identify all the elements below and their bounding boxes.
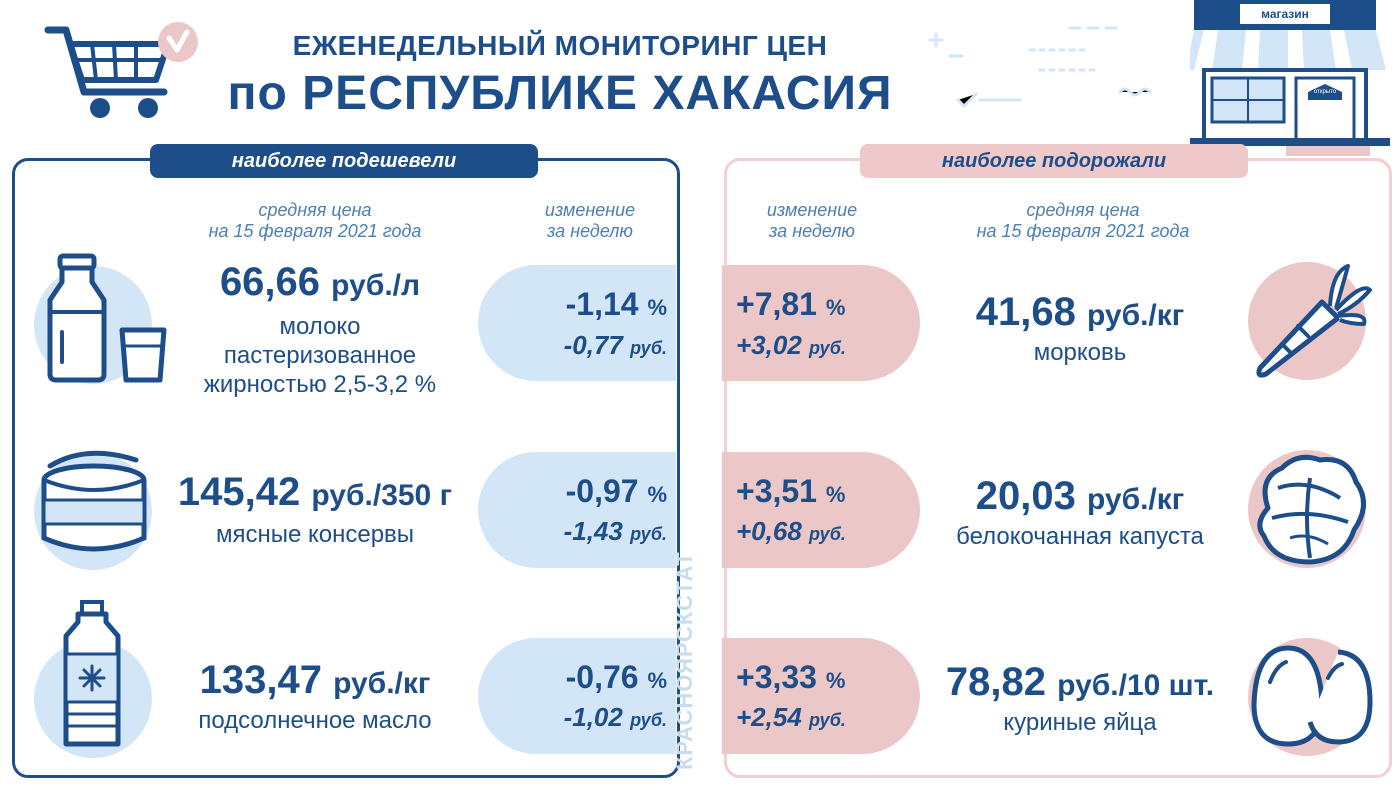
change-percent: -0,97 %: [505, 473, 667, 510]
price-unit: руб./10 шт.: [1057, 669, 1215, 702]
rub-value: +0,68: [736, 516, 802, 546]
shopping-cart-icon: [44, 20, 204, 124]
price-number: 66,66: [219, 260, 321, 304]
change-percent: +3,33 %: [736, 659, 906, 696]
change-percent: -1,14 %: [505, 286, 667, 323]
carrot-icon: [1252, 262, 1372, 380]
percent-value: +3,51: [736, 473, 817, 509]
change-rub: -1,43 руб.: [505, 516, 667, 547]
price-number: 133,47: [199, 658, 322, 702]
price-value: 20,03 руб./кг: [930, 474, 1230, 519]
price-unit: руб./кг: [1086, 299, 1185, 332]
decorative-dashes: [920, 20, 1170, 120]
tab-pricier: наиболее подорожали: [860, 144, 1248, 178]
rub-unit: руб.: [809, 338, 846, 358]
percent-value: -0,76: [565, 659, 639, 695]
change-pill: [722, 265, 920, 381]
change-pill: [478, 638, 676, 754]
percent-sign: %: [647, 295, 667, 320]
rub-unit: руб.: [630, 524, 667, 544]
change-rub: +0,68 руб.: [736, 516, 906, 547]
left-col-change-header: изменение за неделю: [544, 200, 636, 241]
change-rub: -0,77 руб.: [505, 330, 667, 361]
eggs-icon: [1250, 642, 1376, 750]
right-col-price-header: средняя цена на 15 февраля 2021 года: [976, 200, 1190, 241]
change-percent: -0,76 %: [505, 659, 667, 696]
change-rub: +3,02 руб.: [736, 330, 906, 361]
percent-sign: %: [825, 295, 846, 320]
rub-value: +2,54: [736, 702, 802, 732]
rub-unit: руб.: [630, 338, 667, 358]
milk-icon: [40, 252, 170, 384]
watermark: КРАСНОЯРСКСТАТ: [672, 551, 697, 770]
rub-unit: руб.: [809, 710, 846, 730]
canned-meat-icon: [36, 450, 154, 560]
right-col-change-header: изменение за неделю: [766, 200, 858, 241]
change-pill: [478, 265, 676, 381]
percent-value: +7,81: [736, 286, 817, 322]
change-percent: +3,51 %: [736, 473, 906, 510]
percent-value: -0,97: [565, 473, 639, 509]
rub-value: -0,77: [563, 330, 623, 360]
product-name: подсолнечное масло: [198, 707, 432, 734]
page-title-line2: по РЕСПУБЛИКЕ ХАКАСИЯ: [227, 67, 893, 120]
shop-sign: магазин: [1261, 7, 1309, 21]
rub-value: -1,43: [563, 516, 623, 546]
shop-icon: [1186, 0, 1390, 158]
product-name: морковь: [1033, 339, 1127, 366]
price-value: 133,47 руб./кг: [170, 658, 460, 703]
change-rub: -1,02 руб.: [505, 702, 667, 733]
price-number: 41,68: [975, 290, 1076, 334]
price-value: 78,82 руб./10 шт.: [920, 660, 1240, 705]
rub-value: +3,02: [736, 330, 802, 360]
tab-cheaper: наиболее подешевели: [150, 144, 538, 178]
product-name: молоко пастеризованное жирностью 2,5-3,2…: [203, 313, 437, 398]
product-name: мясные консервы: [215, 521, 415, 548]
price-unit: руб./л: [331, 269, 421, 302]
price-number: 78,82: [945, 660, 1047, 704]
percent-sign: %: [647, 482, 667, 507]
price-value: 66,66 руб./л: [170, 260, 470, 305]
page-title-line1: ЕЖЕНЕДЕЛЬНЫЙ МОНИТОРИНГ ЦЕН: [292, 30, 828, 61]
change-pill: [722, 452, 920, 568]
price-unit: руб./кг: [333, 667, 431, 700]
percent-sign: %: [825, 482, 846, 507]
percent-sign: %: [825, 668, 846, 693]
product-name: куриные яйца: [1003, 709, 1157, 736]
percent-value: +3,33: [736, 659, 817, 695]
oil-bottle-icon: [56, 598, 128, 750]
price-number: 20,03: [975, 474, 1076, 518]
change-pill: [722, 638, 920, 754]
percent-value: -1,14: [565, 286, 639, 322]
percent-sign: %: [647, 668, 667, 693]
cabbage-icon: [1248, 448, 1372, 570]
change-percent: +7,81 %: [736, 286, 906, 323]
price-value: 41,68 руб./кг: [930, 290, 1230, 335]
price-unit: руб./кг: [1086, 483, 1185, 516]
rub-unit: руб.: [809, 524, 846, 544]
rub-unit: руб.: [630, 710, 667, 730]
product-name: белокочанная капуста: [956, 523, 1204, 550]
rub-value: -1,02: [563, 702, 623, 732]
price-number: 145,42: [177, 470, 301, 514]
left-col-price-header: средняя цена на 15 февраля 2021 года: [208, 200, 422, 241]
price-value: 145,42 руб./350 г: [160, 470, 470, 515]
change-pill: [478, 452, 676, 568]
price-unit: руб./350 г: [311, 479, 453, 512]
shop-door-sign: открыто: [1313, 89, 1337, 95]
change-rub: +2,54 руб.: [736, 702, 906, 733]
